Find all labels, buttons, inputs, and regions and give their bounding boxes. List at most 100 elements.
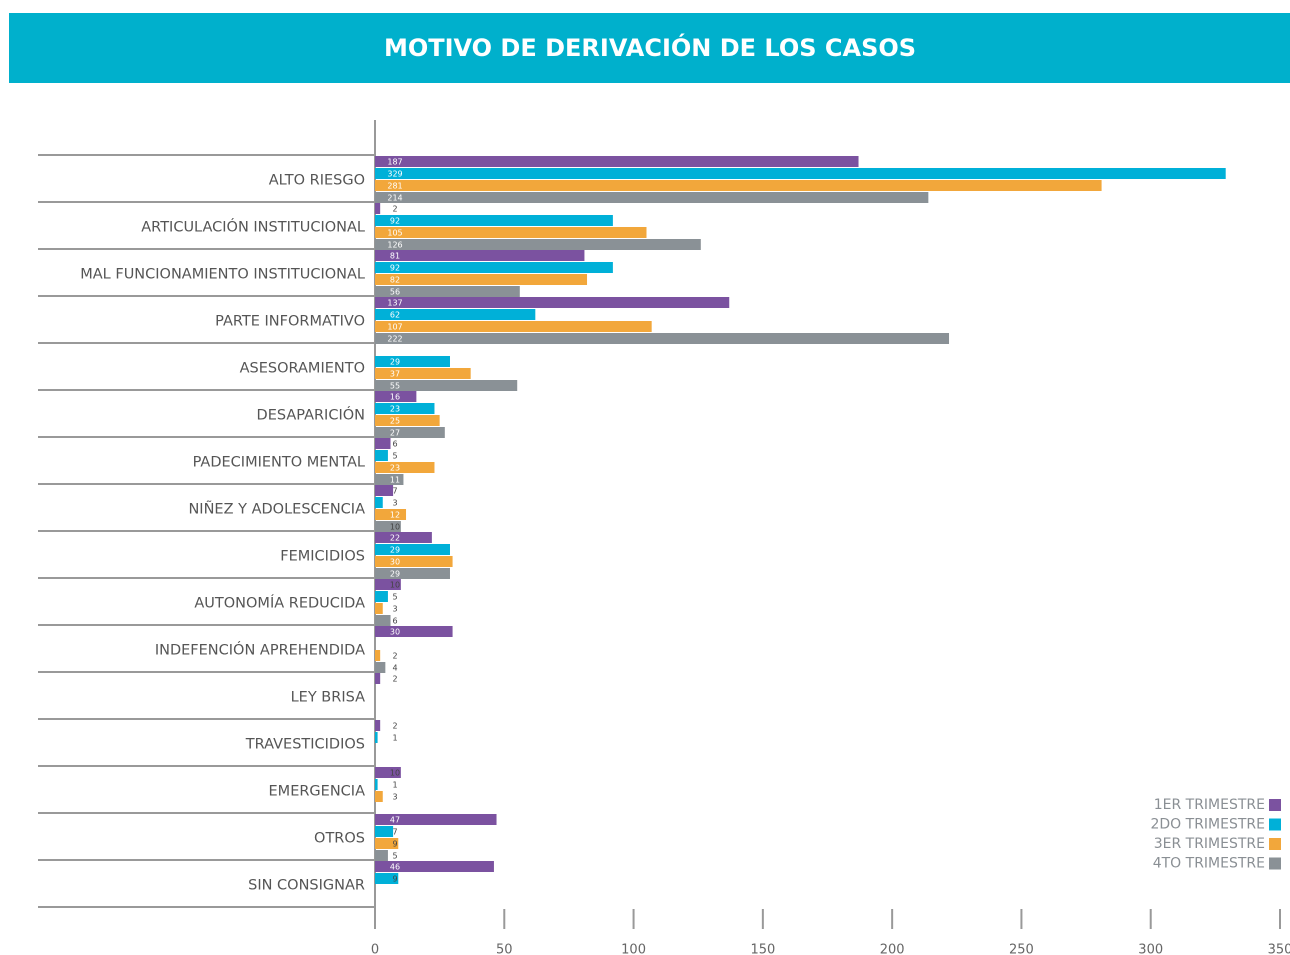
- category-label: AUTONOMÍA REDUCIDA: [194, 595, 365, 612]
- x-tick-label: 350: [1268, 943, 1290, 955]
- x-tick-label: 200: [880, 943, 905, 955]
- bar: [375, 767, 401, 778]
- bar: [375, 380, 518, 391]
- value-label: 11: [390, 476, 400, 485]
- bar: [375, 156, 859, 167]
- value-label: 30: [390, 558, 400, 567]
- x-tick-label: 250: [1009, 943, 1034, 955]
- value-label: 2: [392, 205, 397, 214]
- value-label: 47: [390, 816, 400, 825]
- value-label: 37: [390, 370, 400, 379]
- bar: [375, 720, 381, 731]
- bar: [375, 227, 647, 238]
- bar: [375, 497, 383, 508]
- bar: [375, 521, 401, 532]
- value-label: 23: [390, 464, 400, 473]
- value-label: 281: [387, 182, 402, 191]
- category-label: TRAVESTICIDIOS: [245, 737, 365, 753]
- category-label: OTROS: [314, 831, 365, 847]
- value-label: 5: [392, 452, 397, 461]
- bar: [375, 779, 378, 790]
- value-label: 12: [390, 511, 400, 520]
- value-label: 22: [390, 534, 400, 543]
- value-label: 9: [392, 875, 397, 884]
- value-label: 4: [392, 664, 397, 673]
- header-band: [9, 13, 1290, 83]
- category-label: PARTE INFORMATIVO: [215, 314, 365, 330]
- bar: [375, 850, 388, 861]
- bar: [375, 732, 378, 743]
- value-label: 27: [390, 429, 400, 438]
- x-tick-label: 150: [750, 943, 775, 955]
- bar: [375, 450, 388, 461]
- value-label: 10: [390, 581, 400, 590]
- bar: [375, 826, 394, 837]
- value-label: 81: [390, 252, 400, 261]
- bar: [375, 626, 453, 637]
- bar: [375, 544, 450, 555]
- value-label: 105: [387, 229, 402, 238]
- bar: [375, 180, 1102, 191]
- legend-swatch: [1269, 838, 1281, 850]
- bar: [375, 462, 435, 473]
- value-label: 16: [390, 393, 400, 402]
- bar: [375, 403, 435, 414]
- value-label: 55: [390, 382, 400, 391]
- value-label: 29: [390, 570, 400, 579]
- value-label: 25: [390, 417, 400, 426]
- bar: [375, 391, 417, 402]
- bar: [375, 368, 471, 379]
- value-label: 187: [387, 158, 402, 167]
- bar: [375, 861, 494, 872]
- bar: [375, 814, 497, 825]
- value-label: 30: [390, 628, 400, 637]
- value-label: 2: [392, 675, 397, 684]
- value-label: 1: [392, 734, 397, 743]
- value-label: 10: [390, 523, 400, 532]
- value-label: 82: [390, 276, 400, 285]
- bar: [375, 873, 399, 884]
- value-label: 3: [392, 605, 397, 614]
- bar: [375, 427, 445, 438]
- bar: [375, 662, 386, 673]
- value-label: 2: [392, 652, 397, 661]
- category-label: MAL FUNCIONAMIENTO INSTITUCIONAL: [80, 267, 365, 283]
- category-label: NIÑEZ Y ADOLESCENCIA: [188, 501, 365, 518]
- value-label: 5: [392, 593, 397, 602]
- bar: [375, 274, 588, 285]
- bar: [375, 650, 381, 661]
- bar: [375, 415, 440, 426]
- value-label: 10: [390, 769, 400, 778]
- bar: [375, 556, 453, 567]
- value-label: 29: [390, 358, 400, 367]
- value-label: 23: [390, 405, 400, 414]
- bar: [375, 192, 929, 203]
- x-tick-label: 50: [496, 943, 513, 955]
- value-label: 126: [387, 241, 402, 250]
- bar: [375, 615, 391, 626]
- value-label: 56: [390, 288, 400, 297]
- category-label: SIN CONSIGNAR: [248, 878, 365, 894]
- chart-title: MOTIVO DE DERIVACIÓN DE LOS CASOS: [384, 32, 916, 62]
- category-label: EMERGENCIA: [269, 784, 366, 800]
- value-label: 3: [392, 793, 397, 802]
- value-label: 46: [390, 863, 400, 872]
- x-tick-label: 0: [371, 943, 379, 955]
- value-label: 6: [392, 617, 397, 626]
- category-label: ARTICULACIÓN INSTITUCIONAL: [141, 218, 365, 236]
- value-label: 329: [387, 170, 402, 179]
- bar: [375, 239, 701, 250]
- bar: [375, 250, 585, 261]
- bar: [375, 203, 381, 214]
- legend-label: 1ER TRIMESTRE: [1154, 797, 1265, 813]
- value-label: 7: [392, 828, 397, 837]
- bar: [375, 215, 613, 226]
- legend-swatch: [1269, 818, 1281, 831]
- value-label: 92: [390, 264, 400, 273]
- legend-label: 4TO TRIMESTRE: [1153, 856, 1265, 872]
- value-label: 107: [387, 323, 402, 332]
- value-label: 29: [390, 546, 400, 555]
- category-label: FEMICIDIOS: [280, 549, 365, 565]
- legend-label: 2DO TRIMESTRE: [1150, 817, 1265, 833]
